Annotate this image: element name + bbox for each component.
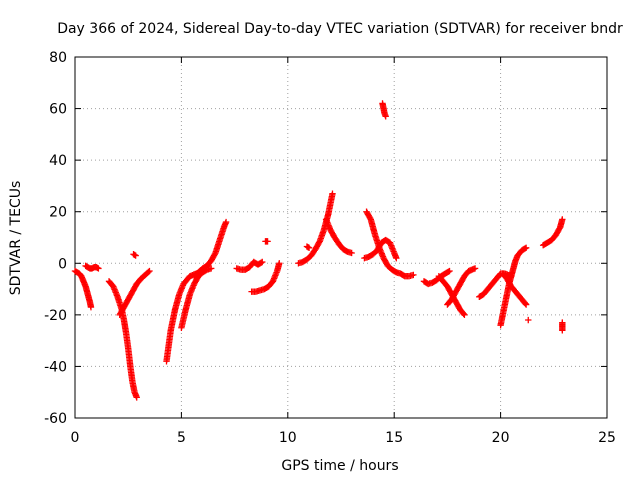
series-arc-20 <box>444 265 479 308</box>
data-point <box>276 260 283 267</box>
data-point <box>132 252 139 259</box>
series-arc-25 <box>539 216 566 249</box>
series-arc-11 <box>262 238 271 245</box>
x-tick-label: 10 <box>279 430 297 446</box>
data-point <box>460 310 467 318</box>
data-point <box>559 216 566 223</box>
x-axis-label: GPS time / hours <box>281 458 398 474</box>
data-point <box>207 265 215 272</box>
data-point <box>393 254 400 262</box>
series-arc-2 <box>82 262 102 272</box>
y-tick-label: -60 <box>44 411 67 427</box>
series-arc-16 <box>363 208 417 280</box>
data-point <box>522 301 530 308</box>
axis-ticks: 0 5 10 15 20 25 -60 -40 -20 0 20 40 60 80 <box>44 50 616 446</box>
data-point <box>522 244 530 252</box>
chart-title: Day 366 of 2024, Sidereal Day-to-day VTE… <box>57 21 623 37</box>
data-point <box>329 190 336 197</box>
series-arc-13 <box>303 243 313 252</box>
y-tick-label: 40 <box>49 153 67 169</box>
x-tick-label: 5 <box>177 430 186 446</box>
y-tick-label: 20 <box>49 205 67 221</box>
series-arc-17 <box>379 100 389 120</box>
data-point <box>471 265 479 272</box>
data-point <box>95 265 102 272</box>
data-point <box>87 303 95 311</box>
data-point <box>525 316 532 324</box>
y-axis-label: SDTVAR / TECUs <box>8 181 24 296</box>
data-point <box>133 394 140 401</box>
series-arc-7 <box>178 265 215 331</box>
data-point <box>559 327 566 334</box>
y-tick-label: 80 <box>49 50 67 66</box>
data-point <box>461 311 468 319</box>
series-arc-26 <box>559 319 566 334</box>
series-arc-9 <box>233 258 266 273</box>
data-point <box>410 271 417 279</box>
data-point <box>145 268 152 276</box>
series-arc-1 <box>71 267 95 311</box>
x-tick-label: 20 <box>492 430 510 446</box>
data-point <box>382 113 389 120</box>
series-arc-4 <box>116 267 153 319</box>
series-arc-10 <box>248 260 283 295</box>
data-point <box>305 244 313 252</box>
series-arc-5 <box>130 251 139 259</box>
y-tick-label: 60 <box>49 102 67 118</box>
y-tick-label: -40 <box>44 359 67 375</box>
series-arc-14 <box>322 216 355 257</box>
x-tick-label: 15 <box>385 430 403 446</box>
data-point <box>348 249 355 257</box>
plot-frame <box>74 56 608 419</box>
series-arc-22 <box>497 244 530 329</box>
series-arc-6 <box>163 269 206 365</box>
data-points <box>71 100 566 401</box>
y-tick-label: -20 <box>44 308 67 324</box>
x-tick-label: 0 <box>71 430 80 446</box>
data-point <box>522 300 529 307</box>
data-point <box>446 267 453 275</box>
data-point <box>146 267 153 275</box>
series-arc-3 <box>105 278 140 401</box>
series-arc-8 <box>190 218 230 280</box>
y-tick-label: 0 <box>58 256 67 272</box>
grid <box>75 57 607 418</box>
series-arc-23 <box>499 270 530 308</box>
series-arc-24 <box>525 316 532 324</box>
data-point <box>259 258 266 266</box>
data-point <box>222 218 230 226</box>
x-tick-label: 25 <box>598 430 616 446</box>
data-point <box>264 238 271 245</box>
